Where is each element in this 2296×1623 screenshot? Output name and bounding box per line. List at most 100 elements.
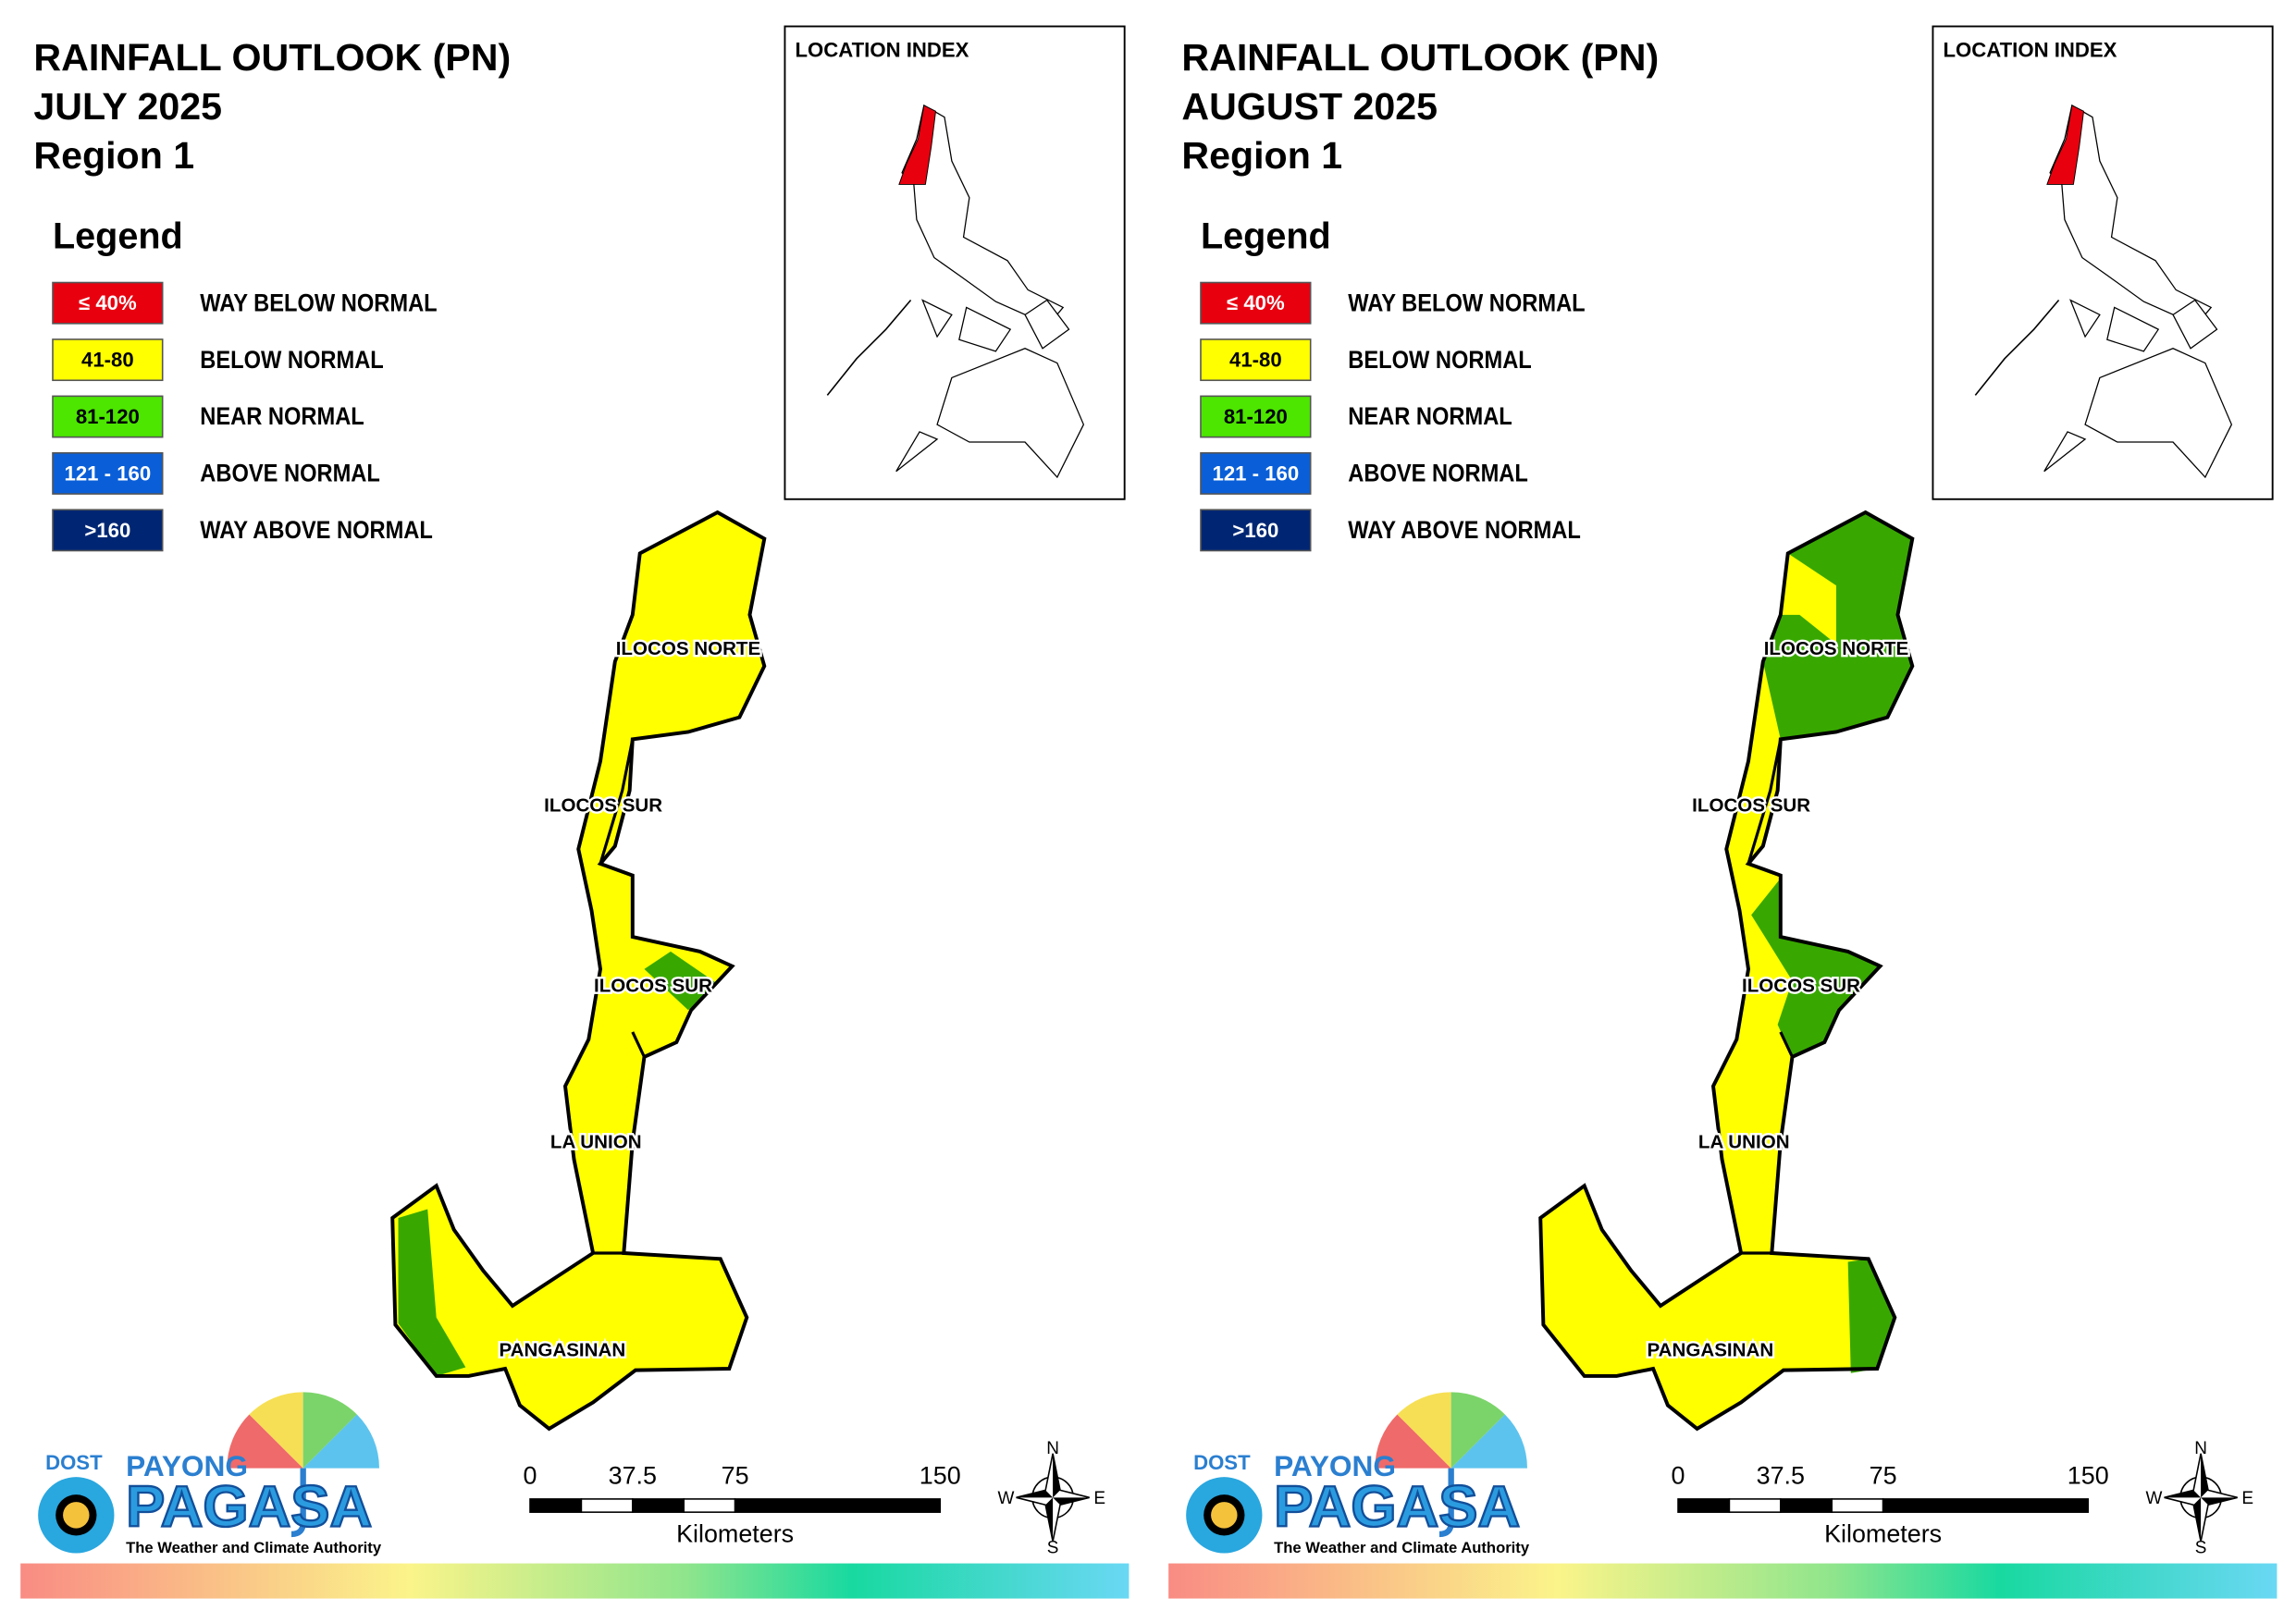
legend-label: WAY ABOVE NORMAL — [200, 517, 433, 545]
scale-tick-label: 75 — [1870, 1461, 1897, 1489]
location-index-title: LOCATION INDEX — [796, 38, 969, 61]
scale-segment — [1677, 1498, 1731, 1513]
compass-letter: W — [997, 1489, 1014, 1508]
legend-swatch — [52, 509, 164, 552]
compass-star — [1016, 1453, 1090, 1542]
legend-range: ≤ 40% — [79, 291, 137, 314]
province-label: ILOCOS SUR — [544, 795, 662, 817]
compass-letter: E — [1093, 1489, 1105, 1508]
compass-letter: W — [2145, 1489, 2162, 1508]
title-line: JULY 2025 — [33, 85, 222, 128]
province-boundary — [599, 862, 634, 878]
compass-letter: N — [2194, 1439, 2207, 1458]
province-label: LA UNION — [550, 1132, 642, 1153]
scale-segment — [580, 1498, 634, 1513]
logo-tagline: The Weather and Climate Authority — [1274, 1539, 1530, 1556]
logo-agency: DOST — [45, 1451, 103, 1474]
scale-unit: Kilometers — [1824, 1520, 1942, 1548]
umbrella-panel — [1450, 1414, 1527, 1469]
region-highlight — [2046, 105, 2084, 185]
scale-segment — [529, 1498, 583, 1513]
near-normal-zone — [1762, 512, 1913, 740]
title-line: Region 1 — [33, 134, 194, 177]
title-line: RAINFALL OUTLOOK (PN) — [1181, 36, 1659, 79]
scale-tick-label: 75 — [722, 1461, 749, 1489]
legend-swatch — [1200, 509, 1312, 552]
legend-label: WAY ABOVE NORMAL — [1348, 517, 1581, 545]
legend-label: ABOVE NORMAL — [200, 460, 380, 487]
island — [2043, 431, 2087, 473]
near-normal-zone — [1847, 1259, 1895, 1373]
logo-seal — [63, 1502, 90, 1529]
logo-seal — [1211, 1502, 1238, 1529]
legend-range: ≤ 40% — [1227, 291, 1285, 314]
near-normal-zone — [398, 1209, 466, 1376]
title-line: RAINFALL OUTLOOK (PN) — [33, 36, 511, 79]
legend-label: NEAR NORMAL — [200, 403, 364, 431]
scale-segment — [1728, 1498, 1782, 1513]
scale-segment — [1831, 1498, 1884, 1513]
near-normal-zone — [1751, 878, 1881, 1057]
logo-brand: PAGASA — [126, 1474, 372, 1539]
legend-range: 41-80 — [1229, 349, 1282, 372]
scale-tick-label: 0 — [524, 1461, 537, 1489]
color-band — [1168, 1563, 2277, 1599]
compass-star — [2164, 1453, 2238, 1542]
legend-swatch — [1200, 338, 1312, 382]
province-boundary — [1747, 739, 1783, 865]
region-outline — [390, 510, 767, 1432]
logo-tagline: The Weather and Climate Authority — [126, 1539, 382, 1556]
logo-brand-top: PAYONG — [126, 1449, 248, 1482]
province-label: ILOCOS NORTE — [616, 638, 761, 659]
legend-swatch — [1200, 281, 1312, 325]
umbrella-panel — [1375, 1414, 1451, 1469]
province-label: PANGASINAN — [1647, 1339, 1773, 1360]
compass-letter: E — [2241, 1489, 2253, 1508]
legend-label: ABOVE NORMAL — [1348, 460, 1528, 487]
scale-segment — [734, 1498, 942, 1513]
scale-segment — [632, 1498, 685, 1513]
province-label: ILOCOS SUR — [1742, 975, 1860, 996]
panel: RAINFALL OUTLOOK (PN) AUGUST 2025 Region 1… — [1168, 25, 2277, 1599]
island — [2106, 306, 2160, 352]
province-label: ILOCOS SUR — [594, 975, 712, 996]
compass-letter: S — [1047, 1539, 1059, 1558]
logo-brand: PAGASA — [1274, 1474, 1520, 1539]
scale-tick-label: 150 — [920, 1461, 961, 1489]
color-band — [20, 1563, 1129, 1599]
island — [2172, 299, 2218, 350]
legend-title: Legend — [53, 215, 183, 256]
compass-letter: N — [1046, 1439, 1059, 1458]
scale-tick-label: 0 — [1672, 1461, 1685, 1489]
legend-range: 81-120 — [1224, 405, 1288, 428]
legend-label: NEAR NORMAL — [1348, 403, 1512, 431]
island — [2069, 299, 2101, 338]
umbrella-panel — [1450, 1392, 1505, 1469]
island — [826, 299, 912, 396]
province-boundary — [1779, 1031, 1794, 1058]
island — [936, 348, 1085, 479]
scale-segment — [1780, 1498, 1833, 1513]
scale-tick-label: 37.5 — [1757, 1461, 1805, 1489]
legend-label: BELOW NORMAL — [1348, 346, 1531, 374]
legend-swatch — [52, 451, 164, 495]
legend-range: 41-80 — [81, 349, 134, 372]
legend-swatch — [52, 338, 164, 382]
location-index-title: LOCATION INDEX — [1944, 38, 2117, 61]
umbrella-panel — [302, 1392, 357, 1469]
umbrella-panel — [227, 1414, 303, 1469]
island — [921, 299, 953, 338]
scale-segment — [683, 1498, 736, 1513]
near-normal-zone — [644, 951, 718, 1011]
legend-range: 121 - 160 — [65, 461, 152, 485]
province-label: ILOCOS NORTE — [1764, 638, 1909, 659]
legend-range: 121 - 160 — [1213, 461, 1300, 485]
legend-swatch — [1200, 451, 1312, 495]
legend-swatch — [52, 395, 164, 438]
province-boundary — [1747, 862, 1782, 878]
umbrella-panel — [249, 1392, 303, 1469]
scale-tick-label: 150 — [2068, 1461, 2109, 1489]
legend-swatch — [1200, 395, 1312, 438]
legend-label: WAY BELOW NORMAL — [1348, 289, 1585, 317]
legend-range: >160 — [84, 519, 130, 542]
